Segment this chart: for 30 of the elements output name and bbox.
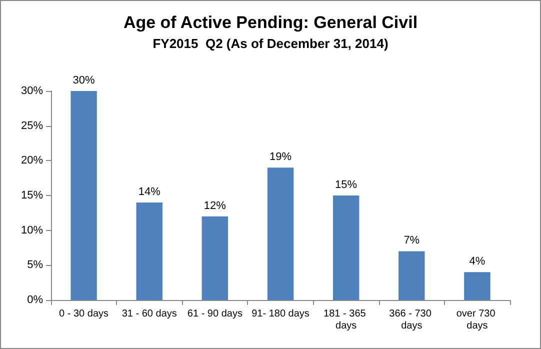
data-label: 15% [335,179,358,191]
x-tick-label: 366 - 730 days [389,308,434,332]
y-tick-label: 15% [20,190,44,202]
data-label: 14% [138,186,161,198]
bar [332,196,360,300]
x-tick-label: over 730 days [456,308,498,332]
data-label: 12% [204,200,226,212]
bar [136,202,162,300]
chart-subtitle: FY2015 Q2 (As of December 31, 2014) [152,36,388,51]
bar [267,168,294,300]
bar [398,251,425,300]
y-tick-label: 10% [20,224,44,236]
data-label: 7% [404,234,420,247]
bar [464,272,490,300]
x-tick-label: 61 - 90 days [187,308,242,320]
x-tick-label: 91- 180 days [252,308,310,320]
data-label: 4% [469,256,486,268]
bar [70,91,97,300]
data-label: 19% [269,151,292,164]
y-tick-label: 20% [20,154,44,167]
x-tick-label: 0 - 30 days [59,308,109,320]
y-tick-label: 30% [20,85,44,97]
y-tick-label: 0% [27,294,44,306]
bar [202,216,228,300]
x-tick-label: 31 - 60 days [122,308,177,320]
x-tick-label: 181 - 365 days [324,308,369,332]
data-label: 30% [72,74,96,86]
y-tick-label: 5% [27,259,44,272]
chart-title: Age of Active Pending: General Civil [123,13,418,32]
y-tick-label: 25% [20,120,44,132]
